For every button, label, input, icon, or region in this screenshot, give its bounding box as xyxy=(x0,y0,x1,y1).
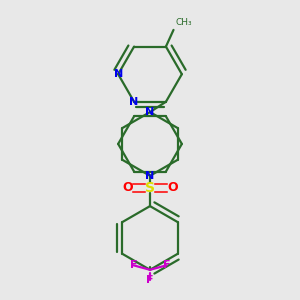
Text: N: N xyxy=(113,69,123,79)
Text: O: O xyxy=(122,182,133,194)
Text: N: N xyxy=(130,97,139,107)
Text: O: O xyxy=(167,182,178,194)
Text: F: F xyxy=(163,260,170,270)
Text: CH₃: CH₃ xyxy=(175,18,192,27)
Text: S: S xyxy=(145,181,155,195)
Text: N: N xyxy=(146,107,154,117)
Text: F: F xyxy=(146,275,154,285)
Text: F: F xyxy=(130,260,137,270)
Text: N: N xyxy=(146,171,154,181)
